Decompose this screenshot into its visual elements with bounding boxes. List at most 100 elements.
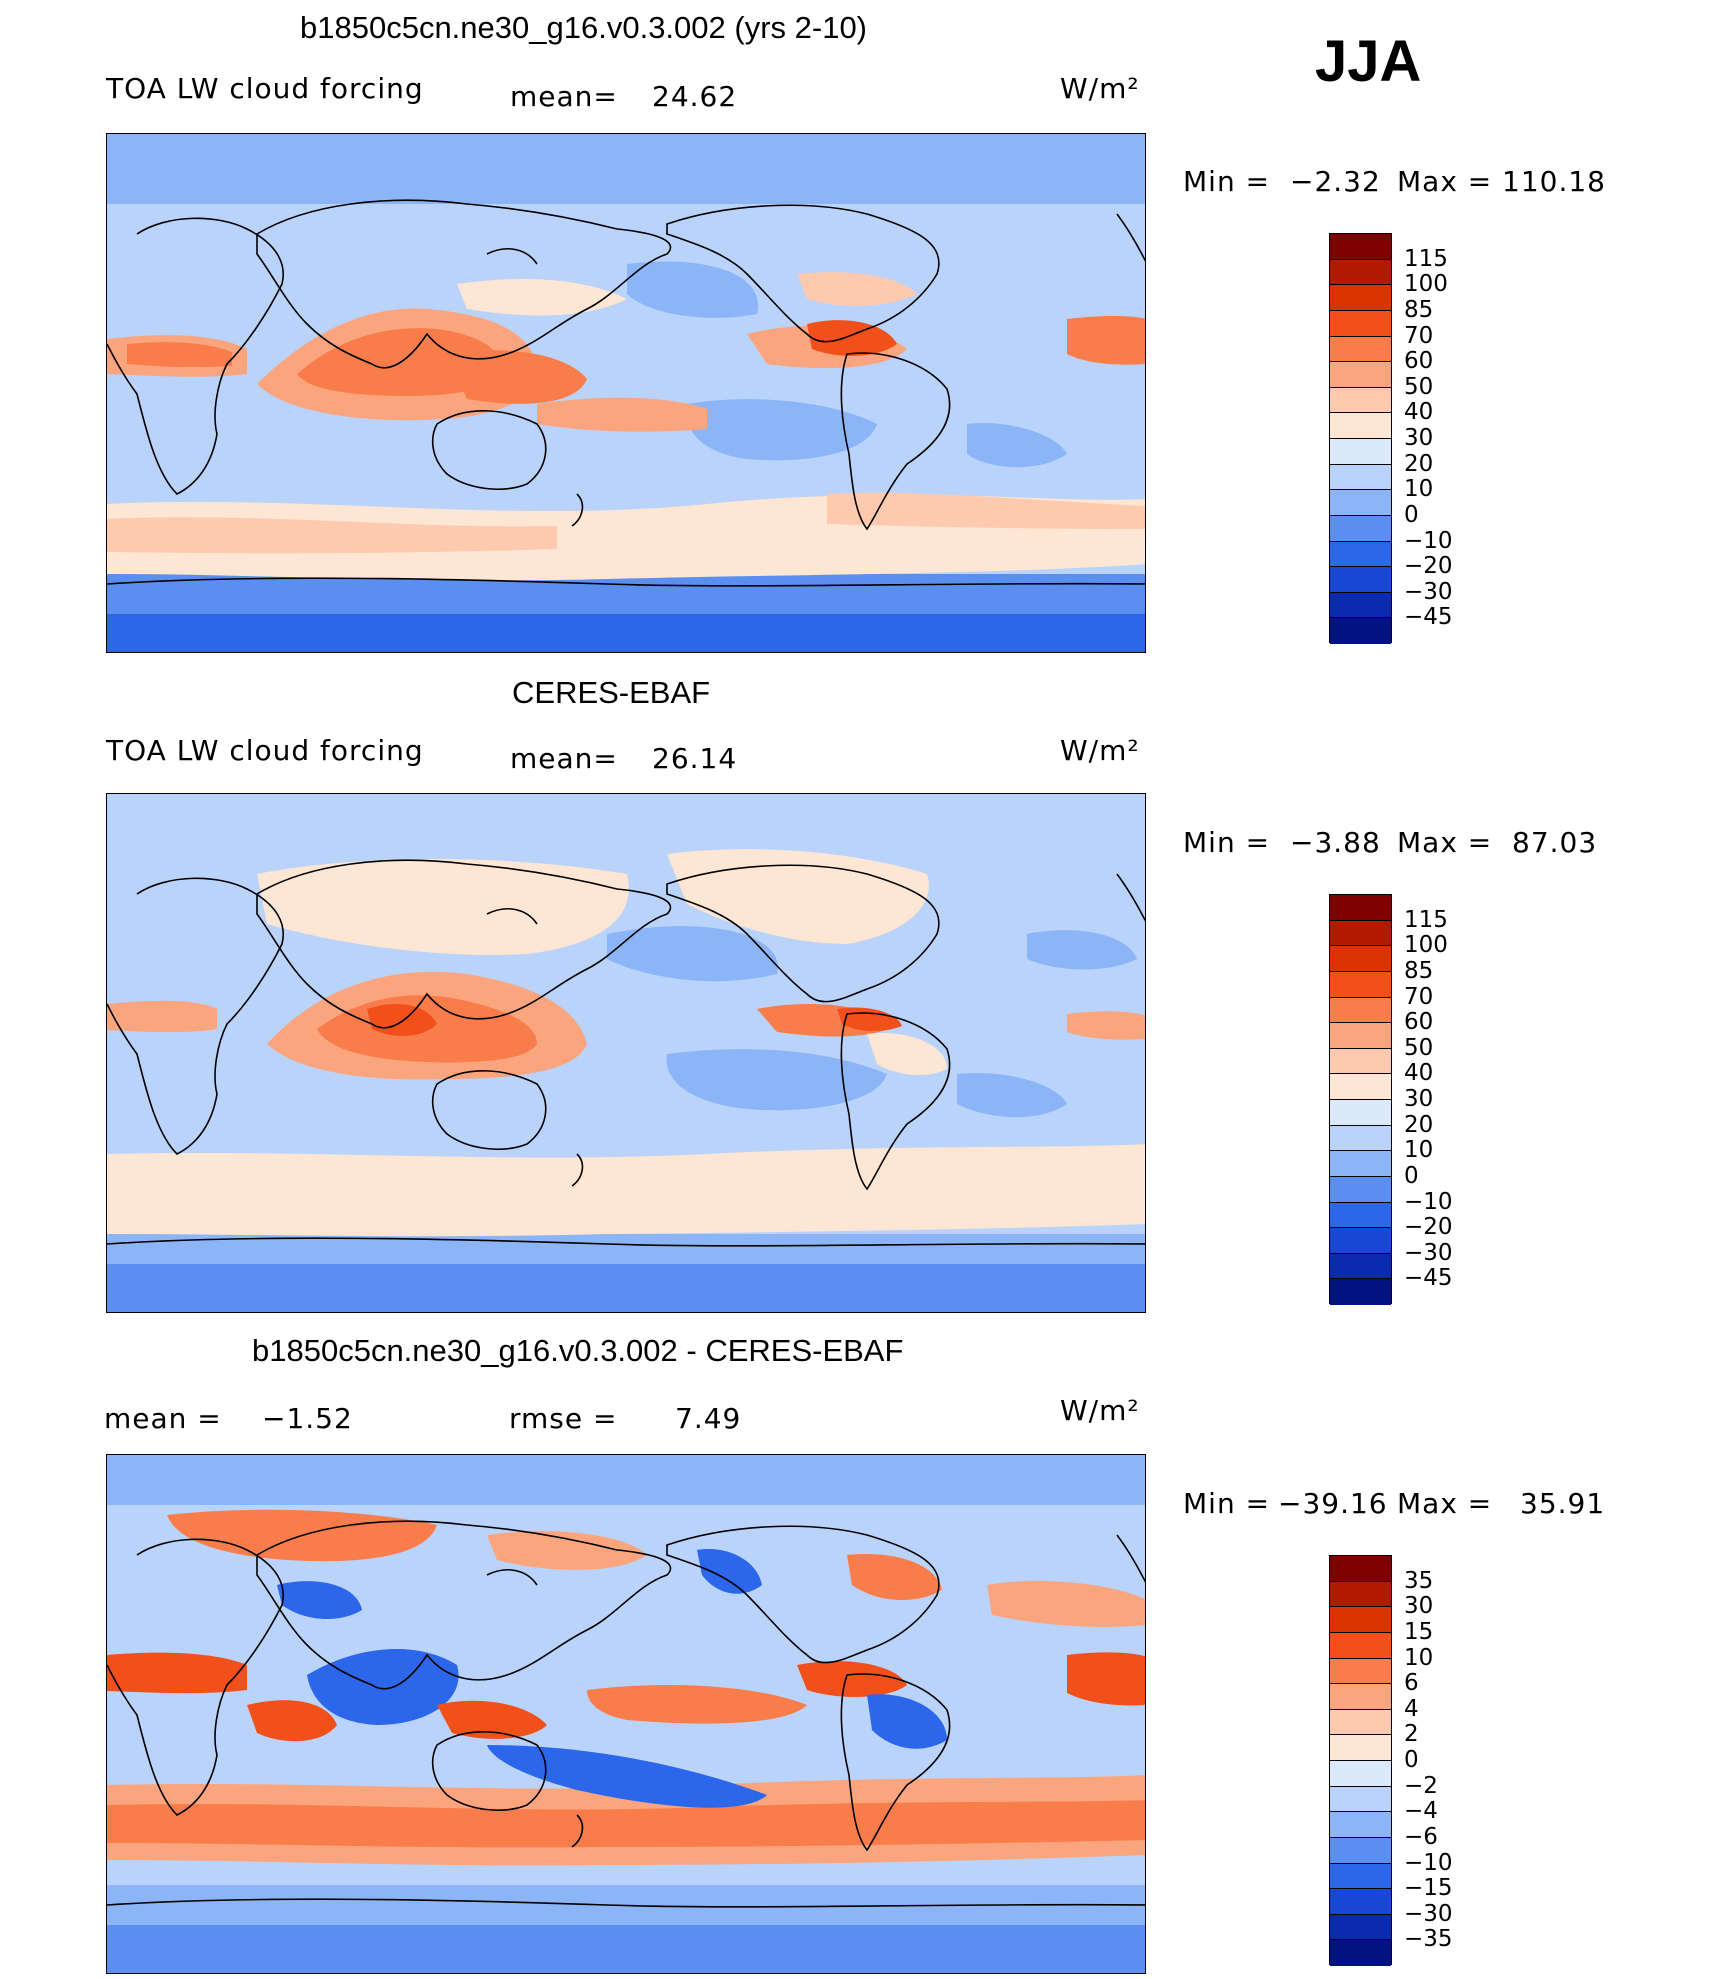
min-label-diff: Min = (1183, 1487, 1271, 1520)
mean-label-diff: mean = (104, 1402, 222, 1435)
colorbar-tick-label: 50 (1404, 373, 1434, 400)
colorbar-swatch (1330, 567, 1391, 593)
map-obs-svg (107, 794, 1145, 1312)
colorbar-tick-label: −30 (1404, 1239, 1453, 1266)
colorbar-swatch (1330, 1125, 1391, 1152)
colorbar-tick-label: 20 (1404, 1111, 1434, 1138)
colorbar-swatch (1330, 1228, 1391, 1254)
colorbar-swatch (1330, 997, 1391, 1024)
colorbar-model (1329, 233, 1392, 644)
pacific-itcz (537, 397, 707, 432)
colorbar-tick-label: −4 (1404, 1798, 1438, 1825)
colorbar-swatch (1330, 1202, 1391, 1229)
colorbar-swatch (1330, 1176, 1391, 1203)
colorbar-swatch (1330, 1914, 1391, 1941)
max-label-model: Max = (1397, 165, 1493, 198)
colorbar-tick-label: 50 (1404, 1034, 1434, 1061)
se-pacific-subsidence (666, 1049, 887, 1111)
colorbar-swatch (1330, 285, 1391, 311)
map-diff-svg (107, 1455, 1145, 1973)
s-atlantic-subsidence (957, 1073, 1067, 1118)
field-label-model: TOA LW cloud forcing (106, 72, 424, 105)
mean-value-diff: −1.52 (262, 1402, 353, 1435)
colorbar-swatch (1330, 1735, 1391, 1761)
max-value-diff: 35.91 (1520, 1487, 1606, 1520)
rmse-label-diff: rmse = (509, 1402, 618, 1435)
colorbar-swatch (1330, 920, 1391, 947)
antarctic-deep (107, 1264, 1145, 1312)
n-america-positive (847, 1554, 942, 1601)
colorbar-swatch (1330, 1048, 1391, 1075)
n-pacific-cream (457, 279, 627, 316)
colorbar-tick-label: 30 (1404, 1593, 1434, 1620)
antarctic-deep (107, 1925, 1145, 1973)
colorbar-swatch (1330, 1074, 1391, 1100)
map-model-svg (107, 134, 1145, 652)
indian-negative (307, 1648, 459, 1725)
africa-itcz-core (127, 342, 232, 368)
panel-title-obs: CERES-EBAF (512, 675, 711, 710)
mean-value-obs: 26.14 (652, 742, 738, 775)
colorbar-swatch (1330, 1761, 1391, 1787)
southern-positive-core (107, 1800, 1145, 1848)
colorbar-swatch (1330, 490, 1391, 516)
colorbar-tick-label: 6 (1404, 1670, 1419, 1697)
coastlines (107, 859, 1145, 1247)
coastlines (107, 199, 1145, 587)
colorbar-tick-label: −2 (1404, 1772, 1438, 1799)
colorbar-tick-label: 4 (1404, 1695, 1419, 1722)
colorbar-tick-label: 0 (1404, 1162, 1419, 1189)
colorbar-swatch (1330, 464, 1391, 491)
west-pacific-warm-pool (447, 350, 587, 404)
colorbar-swatch (1330, 1253, 1391, 1280)
units-label-diff: W/m² (1060, 1394, 1140, 1427)
africa-itcz (107, 1000, 217, 1033)
colorbar-swatch (1330, 1889, 1391, 1915)
colorbar-swatch (1330, 1709, 1391, 1736)
map-model (106, 133, 1146, 653)
colorbar-tick-label: 115 (1404, 245, 1448, 272)
colorbar-tick-label: −35 (1404, 1926, 1453, 1953)
colorbar-swatch (1330, 1632, 1391, 1659)
colorbar-swatch (1330, 1607, 1391, 1633)
colorbar-tick-label: −20 (1404, 553, 1453, 580)
colorbar-tick-label: −45 (1404, 1265, 1453, 1292)
s-pacific-negative-band (487, 1745, 767, 1808)
colorbar-swatch (1330, 1556, 1391, 1582)
panel-title-model: b1850c5cn.ne30_g16.v0.3.002 (yrs 2-10) (300, 10, 868, 45)
min-label-obs: Min = (1183, 826, 1271, 859)
africa-positive (107, 1652, 247, 1694)
colorbar-tick-label: 100 (1404, 932, 1448, 959)
colorbar-tick-label: 60 (1404, 1009, 1434, 1036)
colorbar-swatch (1330, 1658, 1391, 1685)
east-pacific-positive (797, 1661, 907, 1697)
colorbar-swatch (1330, 541, 1391, 568)
colorbar-tick-label: 2 (1404, 1721, 1419, 1748)
colorbar-tick-label: −20 (1404, 1214, 1453, 1241)
colorbar-tick-label: 40 (1404, 399, 1434, 426)
colorbar-tick-label: 0 (1404, 1747, 1419, 1773)
colorbar-swatch (1330, 1837, 1391, 1864)
colorbar-swatch (1330, 234, 1391, 260)
colorbar-swatch (1330, 618, 1391, 644)
colorbar-tick-label: 70 (1404, 983, 1434, 1010)
colorbar-tick-label: 35 (1404, 1567, 1434, 1594)
colorbar-swatch (1330, 1812, 1391, 1838)
amazon-cream (867, 1033, 947, 1076)
southern-storm-track-core-2 (827, 492, 1145, 529)
n-pacific-positive (487, 1531, 647, 1570)
colorbar-swatch (1330, 439, 1391, 465)
mean-value-model: 24.62 (652, 80, 738, 113)
colorbar-swatch (1330, 1684, 1391, 1710)
colorbar-swatch (1330, 387, 1391, 414)
colorbar-tick-label: 100 (1404, 271, 1448, 298)
colorbar-tick-label: 70 (1404, 322, 1434, 349)
colorbar-tick-label: 10 (1404, 476, 1434, 503)
coastlines (107, 1520, 1145, 1908)
n-pacific-subsidence (607, 926, 778, 982)
min-value-obs: −3.88 (1290, 826, 1381, 859)
colorbar-tick-label: −45 (1404, 604, 1453, 631)
colorbar-tick-label: 0 (1404, 501, 1419, 528)
central-america-core (807, 320, 897, 356)
colorbar-tick-label: 60 (1404, 348, 1434, 375)
